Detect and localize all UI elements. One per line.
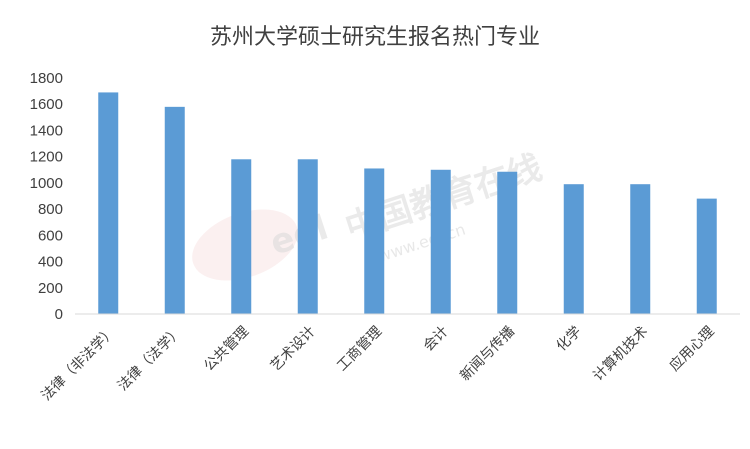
bar (98, 92, 119, 314)
x-tick-label: 公共管理 (201, 324, 252, 375)
x-tick-label: 工商管理 (334, 324, 385, 375)
bar (497, 171, 518, 314)
y-tick-label: 800 (38, 201, 63, 218)
y-axis: 0 200 400 600 800 1000 1200 1400 1600 1800 (30, 70, 63, 323)
chart-title: 苏州大学硕士研究生报名热门专业 (210, 25, 540, 50)
bar (231, 159, 252, 314)
x-tick-label: 艺术设计 (268, 324, 319, 375)
bar (696, 198, 717, 314)
y-tick-label: 1200 (30, 149, 63, 166)
x-tick-label: 应用心理 (666, 323, 718, 375)
bar-series (98, 92, 717, 314)
y-tick-label: 200 (38, 280, 63, 297)
x-tick-label: 新闻与传播 (457, 324, 518, 385)
bar (430, 169, 451, 314)
y-tick-label: 1000 (30, 175, 63, 192)
bar (364, 168, 385, 314)
bar (164, 106, 185, 314)
x-axis: 法律（非法学）法律（法学） 公共管理 艺术设计 工商管理 会计 新闻与传播 化学 计算机技术应… (38, 323, 717, 404)
x-tick-label: 计算机技术 (590, 324, 651, 385)
bar (297, 159, 318, 314)
y-tick-label: 1400 (30, 122, 63, 139)
x-tick-label: 会计 (420, 324, 451, 355)
y-tick-label: 0 (55, 306, 63, 323)
x-tick-label: 法律（法学） (115, 324, 186, 395)
y-tick-label: 400 (38, 254, 63, 271)
y-tick-label: 600 (38, 227, 63, 244)
x-tick-label: 法律（非法学） (38, 324, 119, 405)
x-tick-label: 化学 (553, 324, 584, 355)
y-tick-label: 1600 (30, 96, 63, 113)
bar (563, 184, 584, 314)
y-tick-label: 1800 (30, 70, 63, 87)
bar (630, 184, 651, 314)
